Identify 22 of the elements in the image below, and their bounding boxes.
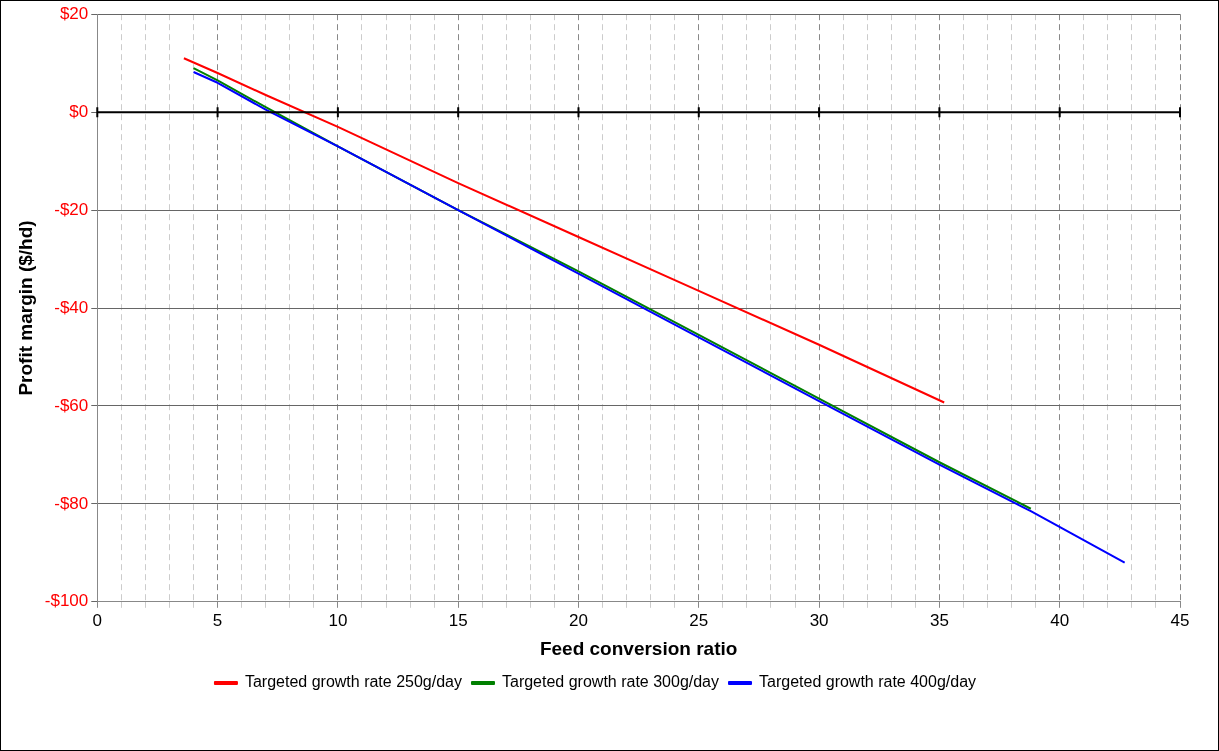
x-tick-label: 30 [809, 610, 829, 630]
x-tick-label: 5 [212, 610, 223, 630]
y-tick-label: -$100 [44, 591, 89, 611]
y-tick-label: -$20 [54, 199, 89, 219]
legend-label: Targeted growth rate 300g/day [501, 673, 720, 691]
y-tick-label: $0 [69, 101, 89, 121]
y-tick-label: -$40 [54, 297, 89, 317]
x-tick-label: 40 [1050, 610, 1070, 630]
x-tick-label: 10 [328, 610, 348, 630]
x-tick-label: 20 [569, 610, 588, 630]
y-tick-label: -$60 [54, 395, 89, 415]
y-tick-label: $20 [59, 3, 89, 23]
x-tick-label: 0 [92, 610, 103, 630]
x-axis-title: Feed conversion ratio [539, 637, 738, 659]
x-tick-label: 35 [929, 610, 949, 630]
y-axis-title: Profit margin ($/hd) [14, 220, 36, 396]
legend-label: Targeted growth rate 400g/day [759, 673, 977, 691]
legend-label: Targeted growth rate 250g/day [244, 673, 462, 691]
x-tick-label: 25 [689, 610, 709, 630]
x-tick-label: 15 [448, 610, 468, 630]
y-tick-label: -$80 [54, 493, 89, 513]
x-tick-label: 45 [1170, 610, 1190, 630]
